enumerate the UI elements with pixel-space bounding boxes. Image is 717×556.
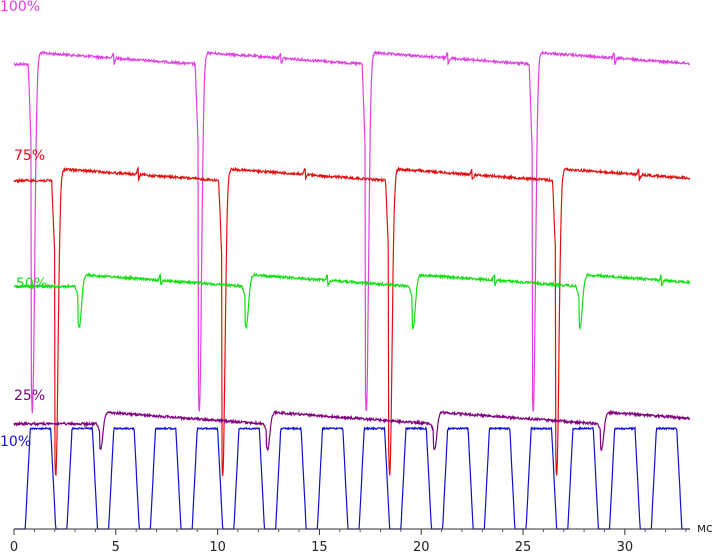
series-line-100pct bbox=[13, 49, 691, 414]
series-label-50pct: 50% bbox=[16, 276, 47, 292]
x-tick-label-10: 10 bbox=[209, 540, 226, 555]
x-tick-label-15: 15 bbox=[311, 540, 328, 555]
series-line-10pct bbox=[14, 425, 690, 530]
x-tick-label-5: 5 bbox=[112, 540, 120, 555]
x-tick-label-0: 0 bbox=[10, 540, 18, 555]
series-label-25pct: 25% bbox=[14, 388, 45, 404]
x-tick-label-20: 20 bbox=[413, 540, 430, 555]
x-tick-label-25: 25 bbox=[515, 540, 532, 555]
plot-area bbox=[13, 49, 691, 530]
series-label-100pct: 100% bbox=[0, 0, 40, 15]
series-labels: 100% 75% 50% 25% 10% bbox=[0, 0, 47, 450]
x-axis-unit: мс bbox=[697, 521, 713, 535]
x-ticks: 0 5 10 15 20 25 30 bbox=[10, 529, 687, 555]
x-tick-label-30: 30 bbox=[617, 540, 634, 555]
series-label-75pct: 75% bbox=[14, 148, 45, 164]
series-line-75pct bbox=[13, 166, 691, 477]
series-line-25pct bbox=[13, 409, 691, 452]
series-label-10pct: 10% bbox=[0, 434, 31, 450]
series-line-50pct bbox=[13, 271, 691, 331]
